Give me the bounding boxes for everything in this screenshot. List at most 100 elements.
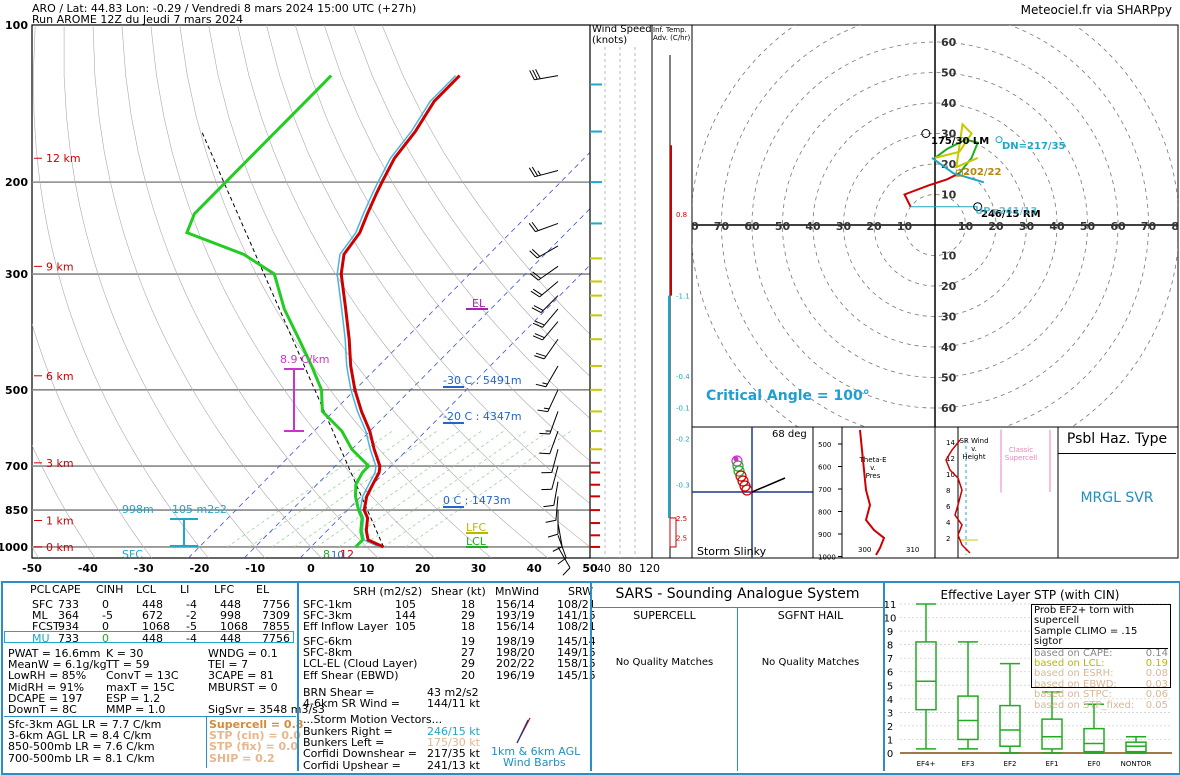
inf-temp-value: 2.5 — [676, 515, 687, 523]
temp-tick--30: -30 — [134, 562, 154, 575]
inf-temp-value: -0.4 — [676, 373, 690, 381]
hodo-x-label: 80 — [683, 220, 699, 233]
ws-tick-120: 120 — [639, 562, 660, 575]
hodo-y-label: 50 — [941, 67, 957, 80]
prob-value: 0.05 — [1146, 701, 1168, 711]
parcel-header-pcl: PCL — [30, 584, 50, 595]
dry-adiabat — [209, 25, 548, 558]
isohume-line — [317, 431, 482, 547]
sr-wind-h-tick: 6 — [946, 503, 951, 511]
barb-flag — [548, 534, 558, 537]
classic-supercell: Classic Supercell — [1003, 446, 1039, 462]
theta-e-p-tick: 700 — [818, 486, 831, 494]
inf-temp-title: Inf. Temp. Adv. (C/hr) — [653, 26, 690, 42]
dry-adiabat — [2, 25, 152, 558]
dry-adiabat — [93, 25, 321, 558]
barb-staff — [550, 431, 558, 454]
kin-header-shear: Shear (kt) — [431, 586, 486, 597]
storm-slinky-angle: 68 deg — [772, 429, 807, 440]
height-label: 3 km — [46, 457, 74, 470]
wind-barb-550 — [539, 411, 558, 434]
dry-adiabat — [324, 25, 774, 558]
dry-adiabat — [33, 25, 208, 558]
barb-staff — [544, 339, 558, 359]
kin-row1-cell: Eff Inflow Layer — [303, 621, 388, 632]
kin-row2-cell: 20 — [461, 670, 475, 681]
hodo-y-label: 50 — [941, 372, 957, 385]
lr-700-500: 700-500mb LR = 8.1 C/km — [8, 753, 161, 764]
srw-value: 144/11 kt — [427, 698, 480, 709]
inf-temp-value: -1.1 — [676, 293, 690, 301]
hodo-y-label: 20 — [941, 280, 957, 293]
wind-barb-500 — [538, 390, 558, 412]
theta-e-sub1: v. — [858, 464, 888, 472]
wind-barb-240 — [529, 222, 558, 231]
hodo-x-label: 10 — [897, 220, 913, 233]
temp-tick-50: 50 — [582, 562, 598, 575]
surface-temperature: 12 — [340, 548, 354, 561]
hodo-x-label: 20 — [866, 220, 882, 233]
barb-flag — [539, 453, 549, 454]
pressure-tick-850: 850 — [5, 504, 28, 517]
parcel-header-el: EL — [256, 584, 269, 595]
barb-staff — [558, 523, 562, 547]
mmp: MMP = 1.0 — [106, 704, 179, 715]
barb-staff — [534, 76, 558, 80]
pressure-tick-200: 200 — [5, 176, 28, 189]
ws-tick-80: 80 — [618, 562, 632, 575]
hodo-x-label: 60 — [1110, 220, 1126, 233]
inf-temp-value: -0.2 — [676, 436, 690, 444]
barb-flag — [538, 410, 548, 412]
barb-half — [542, 383, 547, 384]
sars-supercell: SUPERCELL — [592, 609, 737, 622]
pressure-tick-500: 500 — [5, 384, 28, 397]
hodo-y-label: 60 — [941, 36, 957, 49]
isohume-line — [294, 431, 459, 547]
motion-label: Corfidi Upshear = — [303, 760, 401, 771]
hodo-x-label: 40 — [805, 220, 821, 233]
sr-wind-title-text: SR Wind — [955, 437, 993, 445]
pressure-tick-1000: 1000 — [0, 541, 28, 554]
srw-label: 4-6km SR Wind = — [303, 698, 400, 709]
pressure-tick-700: 700 — [5, 460, 28, 473]
barb-flag — [529, 223, 535, 231]
theta-e-x-tick: 300 — [858, 546, 871, 554]
temp-tick--20: -20 — [189, 562, 209, 575]
hodo-x-label: 70 — [714, 220, 730, 233]
sr-wind-sub1: v. — [955, 445, 993, 453]
inf-temp-bar-warm — [670, 145, 672, 295]
barb-flag — [532, 249, 540, 256]
sr-wind-h-tick: 10 — [946, 471, 955, 479]
wind-barb-125 — [530, 69, 558, 79]
wind-barb-190 — [529, 167, 558, 177]
sars-hail-matches: No Quality Matches — [738, 657, 883, 668]
height-label: 12 km — [46, 152, 81, 165]
lapse-rates: Sfc-3km AGL LR = 7.7 C/km 3-6km AGL LR =… — [8, 719, 161, 764]
composite-params: Supercell = 0.8 STP (cin) = 0.0 STP (fix… — [209, 719, 303, 764]
hodo-y-label: 60 — [941, 402, 957, 415]
kin-row1-cell: 156/14 — [496, 621, 535, 632]
hodo-x-label: 80 — [1171, 220, 1180, 233]
hodo-x-label: 30 — [1019, 220, 1035, 233]
motion-value: 241/13 kt — [427, 760, 480, 771]
wind-speed-unit: (knots) — [592, 35, 627, 46]
pressure-tick-100: 100 — [5, 19, 28, 32]
kin-row1-cell: 18 — [461, 621, 475, 632]
sars-title: SARS - Sounding Analogue System — [592, 583, 883, 608]
barb-flag — [539, 433, 549, 434]
temp-tick-10: 10 — [359, 562, 375, 575]
wind-barb-330 — [532, 296, 558, 313]
prob-title1: Prob EF2+ torn with supercell — [1034, 606, 1168, 627]
kin-row2-cell: Eff Shear (EBWD) — [303, 670, 399, 681]
sr-wind-sub2: Height — [955, 453, 993, 461]
prob-row: based on STP_fixed:0.05 — [1034, 701, 1168, 711]
kin-row2-cell: 196/19 — [496, 670, 535, 681]
virtual-temp-line — [337, 76, 455, 547]
hodo-x-label: 70 — [1141, 220, 1157, 233]
isohume-line — [361, 431, 526, 547]
sr-wind-h-tick: 8 — [946, 487, 950, 495]
up-label: UP=241/13 — [975, 206, 1037, 217]
critical-angle: Critical Angle = 100° — [706, 388, 870, 404]
skewt-frame — [32, 25, 590, 558]
